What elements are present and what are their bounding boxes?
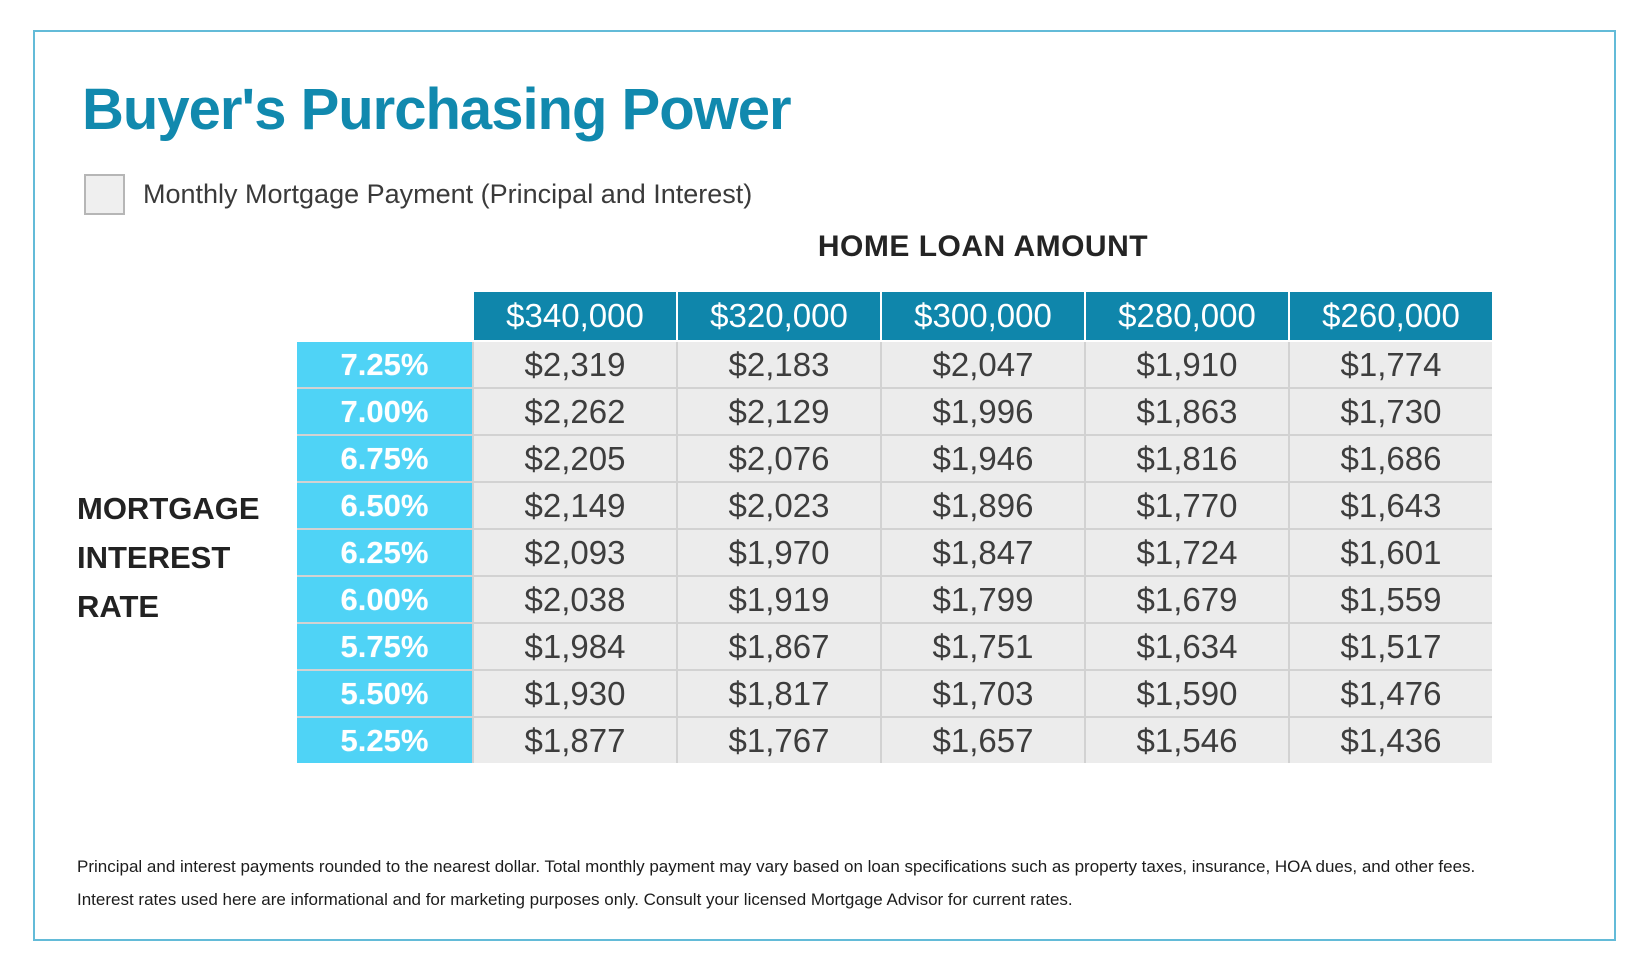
payment-cell: $1,919 xyxy=(678,577,880,622)
payment-cell: $2,205 xyxy=(474,436,676,481)
legend-label: Monthly Mortgage Payment (Principal and … xyxy=(143,179,753,209)
payment-cell: $1,910 xyxy=(1086,342,1288,387)
payment-cell: $2,093 xyxy=(474,530,676,575)
interest-rate-cell: 6.25% xyxy=(297,530,472,575)
payment-cell: $1,751 xyxy=(882,624,1084,669)
row-group-label-line: INTEREST xyxy=(77,540,231,575)
payment-cell: $1,657 xyxy=(882,718,1084,763)
page-title: Buyer's Purchasing Power xyxy=(82,77,792,142)
loan-amount-header-cell: $320,000 xyxy=(678,292,880,340)
payment-cell: $1,724 xyxy=(1086,530,1288,575)
payment-cell: $1,730 xyxy=(1290,389,1492,434)
payment-cell: $1,517 xyxy=(1290,624,1492,669)
payment-cell: $1,767 xyxy=(678,718,880,763)
payment-cell: $2,319 xyxy=(474,342,676,387)
interest-rate-cell: 7.25% xyxy=(297,342,472,387)
row-group-label-line: MORTGAGE xyxy=(77,491,260,526)
payment-grid: 7.25% $2,319 $2,183 $2,047 $1,910 $1,774 7.00%… xyxy=(297,342,1492,763)
payment-cell: $1,476 xyxy=(1290,671,1492,716)
payment-cell: $2,023 xyxy=(678,483,880,528)
payment-cell: $1,590 xyxy=(1086,671,1288,716)
payment-cell: $1,996 xyxy=(882,389,1084,434)
payment-cell: $1,896 xyxy=(882,483,1084,528)
footnotes: Principal and interest payments rounded … xyxy=(77,850,1475,916)
payment-cell: $1,946 xyxy=(882,436,1084,481)
payment-cell: $2,047 xyxy=(882,342,1084,387)
payment-cell: $1,686 xyxy=(1290,436,1492,481)
legend: Monthly Mortgage Payment (Principal and … xyxy=(84,174,752,215)
footnote-line: Principal and interest payments rounded … xyxy=(77,857,1476,876)
payment-cell: $1,559 xyxy=(1290,577,1492,622)
payment-cell: $1,774 xyxy=(1290,342,1492,387)
interest-rate-cell: 5.25% xyxy=(297,718,472,763)
payment-cell: $1,799 xyxy=(882,577,1084,622)
payment-cell: $1,770 xyxy=(1086,483,1288,528)
payment-cell: $1,546 xyxy=(1086,718,1288,763)
interest-rate-cell: 6.50% xyxy=(297,483,472,528)
loan-amount-header-cell: $260,000 xyxy=(1290,292,1492,340)
row-group-label: MORTGAGE INTEREST RATE xyxy=(77,484,260,631)
payment-cell: $1,863 xyxy=(1086,389,1288,434)
loan-amount-header-cell: $300,000 xyxy=(882,292,1084,340)
flyer-card: Buyer's Purchasing Power Monthly Mortgag… xyxy=(33,30,1616,941)
interest-rate-cell: 5.75% xyxy=(297,624,472,669)
interest-rate-cell: 6.00% xyxy=(297,577,472,622)
interest-rate-cell: 7.00% xyxy=(297,389,472,434)
payment-cell: $1,847 xyxy=(882,530,1084,575)
payment-cell: $2,038 xyxy=(474,577,676,622)
legend-swatch-icon xyxy=(84,174,125,215)
loan-amount-header-cell: $340,000 xyxy=(474,292,676,340)
interest-rate-cell: 6.75% xyxy=(297,436,472,481)
payment-cell: $2,149 xyxy=(474,483,676,528)
payment-cell: $2,262 xyxy=(474,389,676,434)
interest-rate-cell: 5.50% xyxy=(297,671,472,716)
column-group-label: HOME LOAN AMOUNT xyxy=(817,230,1149,263)
payment-cell: $2,076 xyxy=(678,436,880,481)
row-group-label-line: RATE xyxy=(77,589,160,624)
payment-cell: $2,129 xyxy=(678,389,880,434)
payment-cell: $1,436 xyxy=(1290,718,1492,763)
loan-amount-header-cell: $280,000 xyxy=(1086,292,1288,340)
payment-cell: $1,817 xyxy=(678,671,880,716)
payment-cell: $2,183 xyxy=(678,342,880,387)
payment-cell: $1,601 xyxy=(1290,530,1492,575)
payment-cell: $1,930 xyxy=(474,671,676,716)
payment-cell: $1,643 xyxy=(1290,483,1492,528)
payment-cell: $1,634 xyxy=(1086,624,1288,669)
payment-cell: $1,984 xyxy=(474,624,676,669)
payment-cell: $1,867 xyxy=(678,624,880,669)
payment-cell: $1,703 xyxy=(882,671,1084,716)
payment-cell: $1,816 xyxy=(1086,436,1288,481)
payment-cell: $1,877 xyxy=(474,718,676,763)
loan-amount-header-row: $340,000 $320,000 $300,000 $280,000 $260,000 xyxy=(297,292,1492,340)
table-corner-cell xyxy=(297,292,472,340)
payment-cell: $1,679 xyxy=(1086,577,1288,622)
payment-cell: $1,970 xyxy=(678,530,880,575)
footnote-line: Interest rates used here are information… xyxy=(77,890,1073,909)
